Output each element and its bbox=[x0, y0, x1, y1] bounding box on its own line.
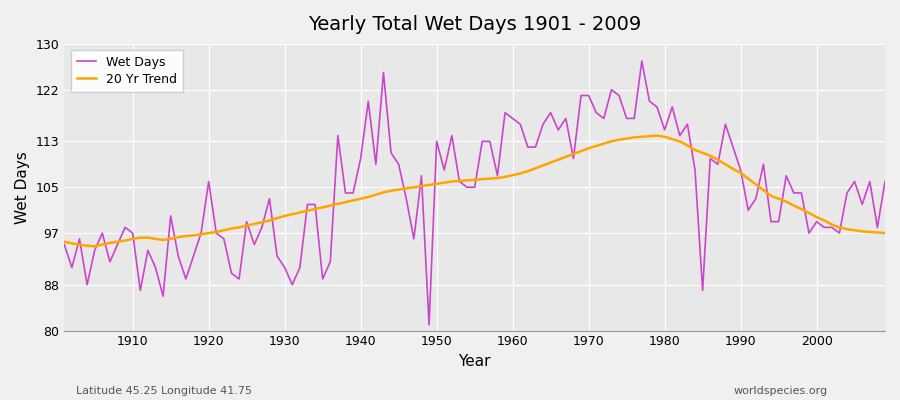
Wet Days bbox=[606, 87, 616, 92]
Wet Days bbox=[515, 122, 526, 126]
Text: worldspecies.org: worldspecies.org bbox=[734, 386, 828, 396]
20 Yr Trend bbox=[508, 173, 518, 178]
Text: Latitude 45.25 Longitude 41.75: Latitude 45.25 Longitude 41.75 bbox=[76, 386, 253, 396]
Line: 20 Yr Trend: 20 Yr Trend bbox=[64, 136, 885, 246]
Wet Days bbox=[508, 116, 518, 121]
20 Yr Trend bbox=[879, 231, 890, 236]
Wet Days bbox=[332, 133, 343, 138]
20 Yr Trend bbox=[58, 239, 69, 244]
Wet Days bbox=[424, 322, 435, 327]
20 Yr Trend bbox=[89, 244, 100, 249]
Line: Wet Days: Wet Days bbox=[64, 61, 885, 325]
Wet Days bbox=[287, 282, 298, 287]
Wet Days bbox=[58, 242, 69, 247]
Wet Days bbox=[879, 179, 890, 184]
20 Yr Trend bbox=[515, 171, 526, 176]
X-axis label: Year: Year bbox=[458, 354, 491, 369]
20 Yr Trend bbox=[606, 139, 616, 144]
Wet Days bbox=[120, 225, 130, 230]
20 Yr Trend bbox=[127, 236, 138, 241]
20 Yr Trend bbox=[294, 210, 305, 215]
Y-axis label: Wet Days: Wet Days bbox=[15, 151, 30, 224]
20 Yr Trend bbox=[340, 200, 351, 204]
Legend: Wet Days, 20 Yr Trend: Wet Days, 20 Yr Trend bbox=[70, 50, 183, 92]
Title: Yearly Total Wet Days 1901 - 2009: Yearly Total Wet Days 1901 - 2009 bbox=[308, 15, 642, 34]
Wet Days bbox=[636, 59, 647, 64]
20 Yr Trend bbox=[652, 133, 662, 138]
